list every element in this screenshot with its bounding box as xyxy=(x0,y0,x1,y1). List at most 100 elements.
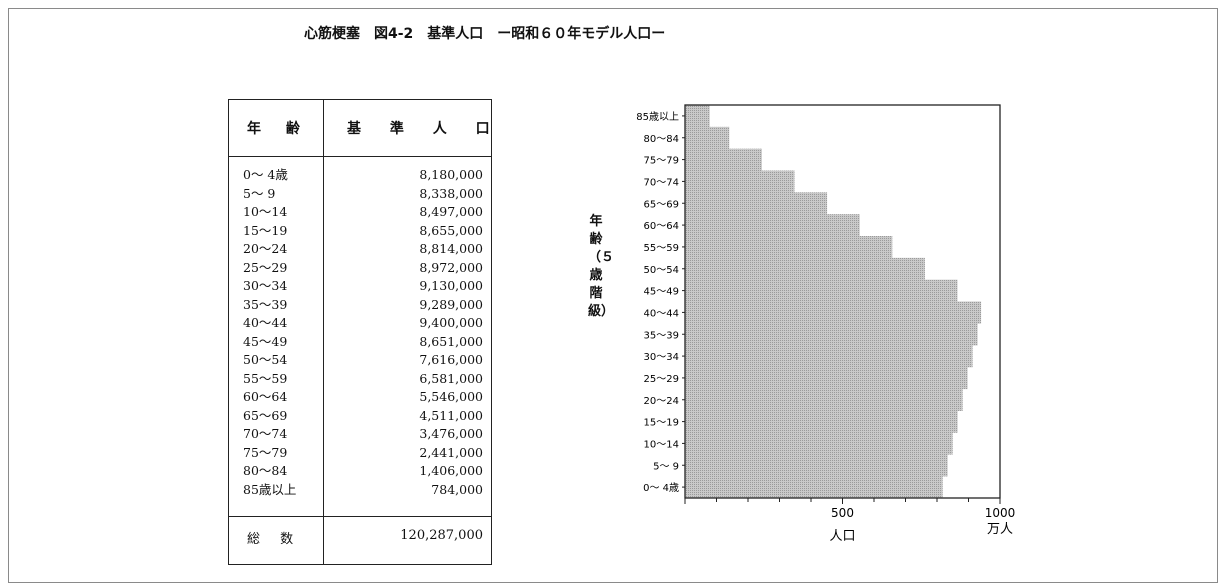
x-tick-label: 500 xyxy=(831,506,854,520)
bar-10 xyxy=(685,257,925,280)
table-cell-population: 7,616,000 xyxy=(419,352,483,367)
table-total-label: 総 数 xyxy=(247,532,302,547)
table-cell-population: 3,476,000 xyxy=(419,426,483,441)
bar-16 xyxy=(685,126,730,149)
y-tick-label: 35～39 xyxy=(644,330,679,341)
table-row: 50～54 7,616,000 xyxy=(229,351,491,370)
table-cell-age: 30～34 xyxy=(243,278,288,293)
y-tick-label: 70～74 xyxy=(644,177,679,188)
figure-title: 心筋梗塞 図4-2 基準人口 ー昭和６０年モデル人口ー xyxy=(304,26,666,42)
bar-6 xyxy=(685,345,973,368)
table-cell-age: 25～29 xyxy=(243,259,288,275)
y-tick-label: 5～ 9 xyxy=(653,461,679,472)
y-tick-label: 45～49 xyxy=(644,287,679,298)
table-cell-population: 8,655,000 xyxy=(419,222,483,238)
table-cell-age: 45～49 xyxy=(243,333,288,349)
bar-9 xyxy=(685,279,958,302)
bar-12 xyxy=(685,214,860,237)
table-cell-population: 9,130,000 xyxy=(419,278,483,293)
y-tick-label: 60～64 xyxy=(644,221,679,232)
table-row: 80～84 1,406,000 xyxy=(229,462,491,481)
table-cell-population: 8,497,000 xyxy=(419,204,483,219)
bar-2 xyxy=(685,432,953,455)
x-axis-unit: 万人 xyxy=(987,522,1013,537)
table-cell-population: 8,180,000 xyxy=(419,167,483,182)
table-cell-age: 0～ 4歳 xyxy=(243,167,288,182)
y-axis-label: 年齢（５歳階級） xyxy=(588,213,614,321)
table-cell-population: 9,400,000 xyxy=(419,315,483,330)
table-cell-age: 40～44 xyxy=(243,315,288,330)
table-cell-age: 10～14 xyxy=(243,204,288,219)
table-cell-population: 6,581,000 xyxy=(419,370,483,386)
table-cell-population: 8,651,000 xyxy=(419,333,483,349)
table-cell-age: 60～64 xyxy=(243,389,288,404)
table-cell-age: 55～59 xyxy=(243,370,288,386)
table-cell-age: 20～24 xyxy=(243,241,288,256)
table-row: 55～59 6,581,000 xyxy=(229,370,491,389)
table-divider-vertical xyxy=(323,100,324,564)
table-cell-age: 15～19 xyxy=(243,222,288,238)
table-cell-age: 65～69 xyxy=(243,407,288,423)
bar-5 xyxy=(685,367,968,390)
y-tick-label: 75～79 xyxy=(644,156,679,167)
table-rows: 0～ 4歳 8,180,000 5～ 9 8,338,000 10～14 8,497,00… xyxy=(229,166,491,499)
bar-15 xyxy=(685,148,762,171)
y-tick-label: 10～14 xyxy=(644,439,679,450)
table-row: 30～34 9,130,000 xyxy=(229,277,491,296)
table-cell-population: 4,511,000 xyxy=(419,407,483,423)
table-row: 0～ 4歳 8,180,000 xyxy=(229,166,491,185)
table-row: 15～19 8,655,000 xyxy=(229,222,491,241)
table-row: 20～24 8,814,000 xyxy=(229,240,491,259)
x-axis-label: 人口 xyxy=(829,529,855,544)
table-cell-age: 80～84 xyxy=(243,463,288,478)
table-cell-population: 8,972,000 xyxy=(419,259,483,275)
y-tick-label: 65～69 xyxy=(644,199,679,210)
bar-1 xyxy=(685,454,948,477)
table-row: 70～74 3,476,000 xyxy=(229,425,491,444)
table-header-age: 年 齢 xyxy=(247,121,310,137)
table-cell-age: 75～79 xyxy=(243,444,288,460)
table-row: 5～ 9 8,338,000 xyxy=(229,185,491,204)
y-axis-label-text: 年齢（５歳階級） xyxy=(588,214,615,319)
bar-3 xyxy=(685,410,958,433)
table-cell-population: 784,000 xyxy=(431,481,483,497)
y-tick-label: 85歳以上 xyxy=(636,111,679,123)
table-cell-population: 8,338,000 xyxy=(419,185,483,201)
table-row: 45～49 8,651,000 xyxy=(229,333,491,352)
table-row: 65～69 4,511,000 xyxy=(229,407,491,426)
population-table: 年 齢 基 準 人 口 0～ 4歳 8,180,000 5～ 9 8,338,000 1… xyxy=(228,99,492,565)
population-bar-chart: 0～ 4歳 5～ 9 10～14 15～19 20～24 25～29 30～34 35～39 4… xyxy=(636,104,1016,544)
bar-11 xyxy=(685,236,893,259)
table-row: 60～64 5,546,000 xyxy=(229,388,491,407)
y-tick-label: 50～54 xyxy=(644,265,679,276)
table-row: 75～79 2,441,000 xyxy=(229,444,491,463)
table-row: 35～39 9,289,000 xyxy=(229,296,491,315)
table-header-population: 基 準 人 口 xyxy=(347,121,502,137)
table-cell-population: 8,814,000 xyxy=(419,241,483,256)
bar-7 xyxy=(685,323,978,346)
y-tick-label: 25～29 xyxy=(644,374,679,385)
table-row: 25～29 8,972,000 xyxy=(229,259,491,278)
y-tick-label: 30～34 xyxy=(644,352,679,363)
table-row: 40～44 9,400,000 xyxy=(229,314,491,333)
table-cell-age: 70～74 xyxy=(243,426,288,441)
table-cell-age: 5～ 9 xyxy=(243,185,276,201)
bar-14 xyxy=(685,170,795,193)
plot-area-border xyxy=(684,104,1001,499)
bar-0 xyxy=(685,476,943,499)
table-cell-population: 1,406,000 xyxy=(419,463,483,478)
table-cell-population: 9,289,000 xyxy=(419,296,483,312)
y-tick-label: 40～44 xyxy=(644,308,679,319)
y-tick-label: 55～59 xyxy=(644,243,679,254)
bar-8 xyxy=(685,301,982,324)
table-cell-population: 2,441,000 xyxy=(419,444,483,460)
bar-4 xyxy=(685,388,963,411)
x-tick-label: 1000 xyxy=(985,506,1016,520)
table-row: 85歳以上 784,000 xyxy=(229,481,491,500)
y-tick-label: 80～84 xyxy=(644,134,679,145)
bar-17 xyxy=(685,105,710,128)
table-divider-header xyxy=(229,156,491,157)
table-row: 10～14 8,497,000 xyxy=(229,203,491,222)
table-cell-population: 5,546,000 xyxy=(419,389,483,404)
y-tick-label: 15～19 xyxy=(644,418,679,429)
